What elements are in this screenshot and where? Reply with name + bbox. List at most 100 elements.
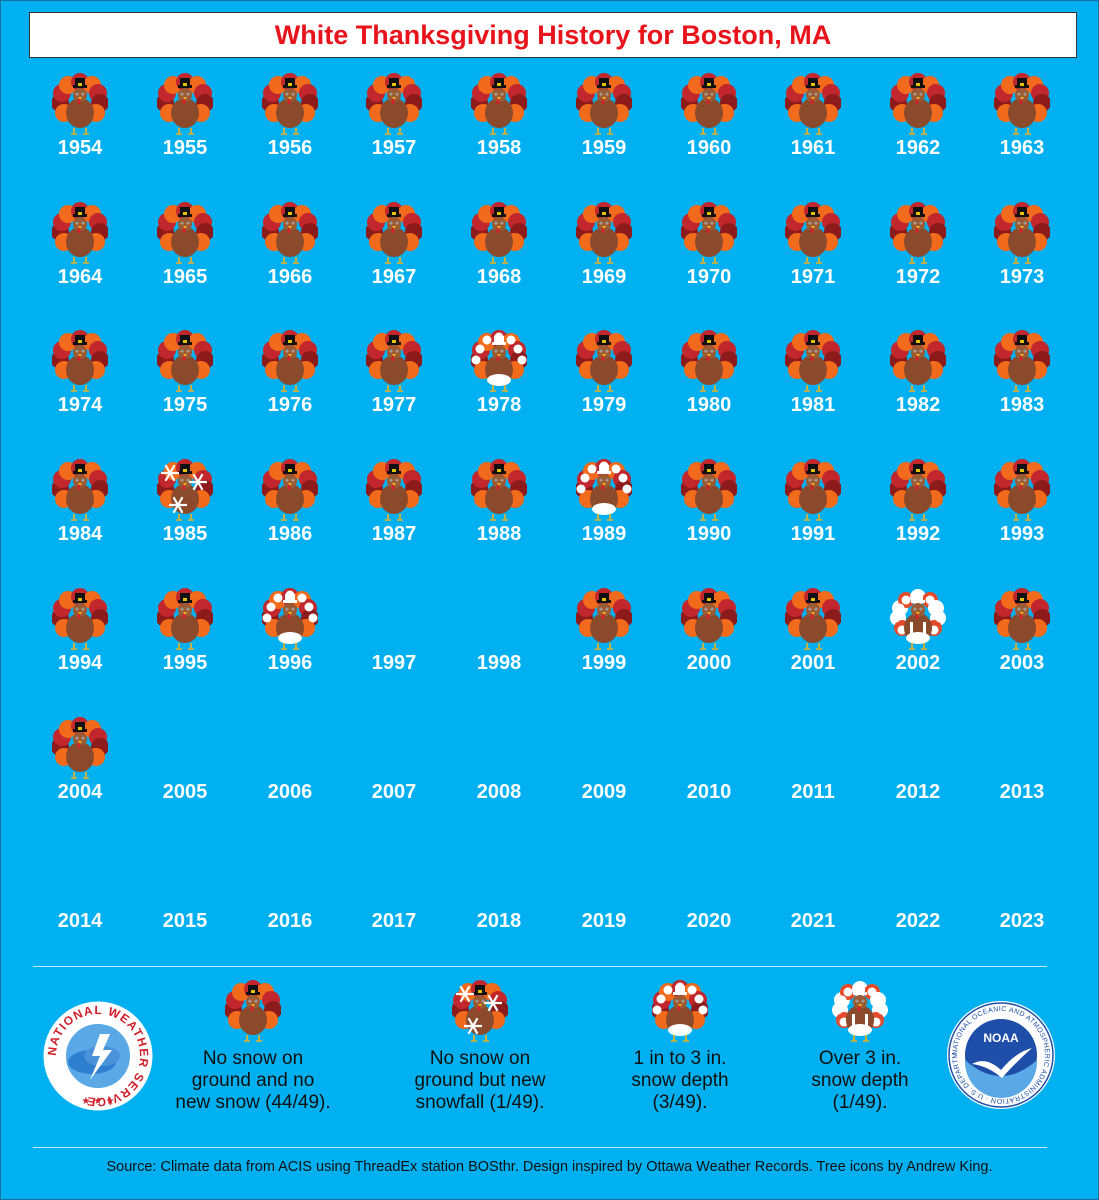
snowy-turkey-icon [262,588,318,652]
turkey-icon [994,330,1050,394]
year-grid: 1954 1955 1956 1957 1958 1959 1960 1961 1962 1963… [28,73,1074,946]
year-cell: 2020 [657,846,761,946]
year-cell: 2002 [866,588,970,688]
legend-text-line: Over 3 in. [818,1048,902,1069]
noaa-center-text: NOAA [983,1031,1019,1045]
year-label: 2015 [162,910,208,932]
year-cell: 2018 [447,846,551,946]
legend-text-line: snow depth [631,1070,729,1091]
year-label: 1974 [57,394,103,416]
year-cell: 1965 [133,202,237,302]
turkey-icon [576,588,632,652]
turkey-icon [366,459,422,523]
legend-text-line: (3/49). [652,1092,708,1113]
year-cell: 1999 [552,588,656,688]
year-cell: 2001 [761,588,865,688]
year-label: 1963 [999,137,1045,159]
turkey-icon [262,459,318,523]
turkey-icon [890,459,946,523]
year-label: 1996 [267,652,313,674]
legend-text-line: snow depth [811,1070,909,1091]
year-label: 1972 [895,266,941,288]
year-cell: 2010 [657,717,761,817]
legend-item-no-snow: No snow on ground and no new snow (44/49). [158,980,348,1114]
year-cell: 1955 [133,73,237,173]
year-label: 1959 [581,137,627,159]
turkey-icon [52,330,108,394]
year-cell: 1989 [552,459,656,559]
legend-text: Over 3 in. snow depth (1/49). [770,1048,950,1114]
year-cell: 1988 [447,459,551,559]
year-cell: 1957 [342,73,446,173]
turkey-icon [471,202,527,266]
turkey-icon [994,202,1050,266]
year-cell: 2000 [657,588,761,688]
year-label: 2016 [267,910,313,932]
year-label: 1968 [476,266,522,288]
year-label: 1995 [162,652,208,674]
year-cell: 1985 [133,459,237,559]
year-cell: 2023 [970,846,1074,946]
year-cell: 1974 [28,330,132,430]
year-cell: 1996 [238,588,342,688]
year-label: 1986 [267,523,313,545]
title-box: White Thanksgiving History for Boston, M… [29,12,1077,58]
year-label: 1985 [162,523,208,545]
year-cell: 1971 [761,202,865,302]
year-cell: 2006 [238,717,342,817]
year-label: 1965 [162,266,208,288]
turkey-icon [157,202,213,266]
legend-text-line: (1/49). [832,1092,888,1113]
year-label: 1979 [581,394,627,416]
year-cell: 1991 [761,459,865,559]
year-label: 1954 [57,137,103,159]
year-label: 2012 [895,781,941,803]
turkey-icon [157,588,213,652]
turkey-icon [52,717,108,781]
year-cell: 1958 [447,73,551,173]
legend-text: No snow on ground and no new snow (44/49). [158,1048,348,1114]
year-cell: 2011 [761,717,865,817]
nws-logo: NATIONAL WEATHER SERVICE ★ ★ ★ [42,1000,154,1112]
turkey-icon [890,202,946,266]
year-cell: 1986 [238,459,342,559]
year-label: 2023 [999,910,1045,932]
year-label: 1989 [581,523,627,545]
year-label: 1971 [790,266,836,288]
turkey-icon [262,202,318,266]
year-label: 2003 [999,652,1045,674]
year-label: 2000 [686,652,732,674]
year-label: 1966 [267,266,313,288]
year-label: 2017 [371,910,417,932]
year-cell: 2021 [761,846,865,946]
year-cell: 1977 [342,330,446,430]
year-cell: 1995 [133,588,237,688]
year-cell: 1992 [866,459,970,559]
year-cell: 1972 [866,202,970,302]
year-label: 2019 [581,910,627,932]
year-label: 1958 [476,137,522,159]
turkey-icon [785,459,841,523]
turkey-icon [576,330,632,394]
legend-turkey-icon [652,980,708,1044]
year-cell: 2012 [866,717,970,817]
year-cell: 2009 [552,717,656,817]
turkey-icon [471,459,527,523]
year-cell: 2019 [552,846,656,946]
turkey-icon [994,73,1050,137]
legend-text-line: 1 in to 3 in. [633,1048,727,1069]
year-label: 2021 [790,910,836,932]
source-note: Source: Climate data from ACIS using Thr… [106,1159,993,1175]
year-label: 2009 [581,781,627,803]
legend-item-depth-1-3: 1 in to 3 in. snow depth (3/49). [590,980,770,1114]
year-label: 1987 [371,523,417,545]
top-divider [33,966,1047,967]
turkey-icon [785,588,841,652]
year-cell: 1960 [657,73,761,173]
turkey-icon [681,73,737,137]
year-cell: 1973 [970,202,1074,302]
year-label: 1981 [790,394,836,416]
year-cell: 1979 [552,330,656,430]
turkey-icon [785,330,841,394]
year-label: 1961 [790,137,836,159]
